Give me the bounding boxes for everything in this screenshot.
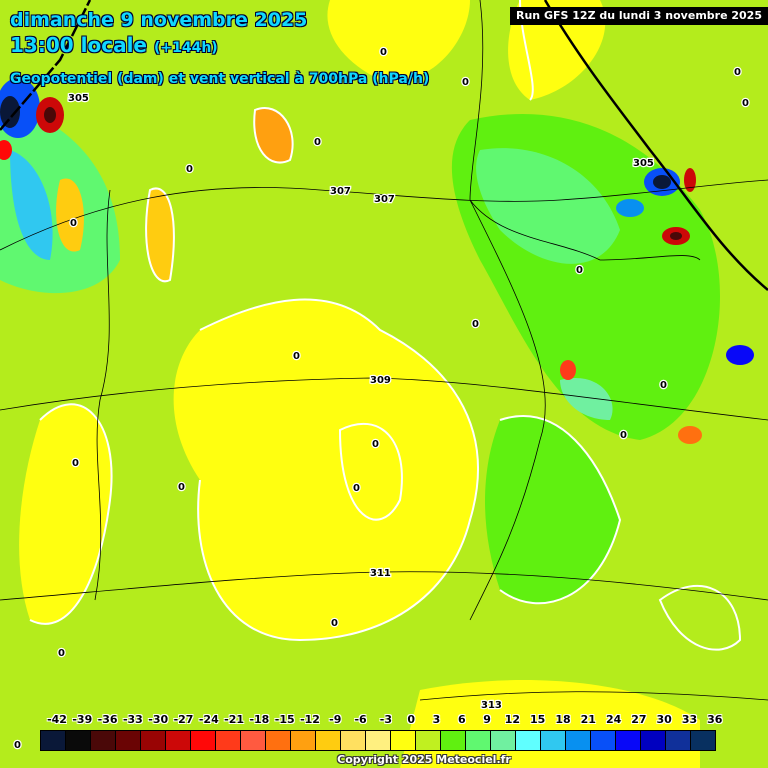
zero-label: 0 <box>472 319 479 330</box>
legend-swatch <box>691 731 715 750</box>
zero-label: 0 <box>462 77 469 88</box>
forecast-date: dimanche 9 novembre 2025 <box>10 9 308 31</box>
legend-swatch <box>391 731 416 750</box>
legend-swatch <box>41 731 66 750</box>
legend-swatch <box>341 731 366 750</box>
zero-label: 0 <box>372 439 379 450</box>
legend-label: 9 <box>483 713 491 726</box>
zero-label: 0 <box>576 265 583 276</box>
legend-label: -36 <box>97 713 118 726</box>
legend-swatch <box>666 731 691 750</box>
contour-label: 305 <box>633 158 654 169</box>
zero-label: 0 <box>331 618 338 629</box>
legend-swatch <box>591 731 616 750</box>
legend-swatch <box>116 731 141 750</box>
legend-label: -30 <box>148 713 169 726</box>
legend-label: 12 <box>504 713 521 726</box>
legend-swatch <box>141 731 166 750</box>
zero-label: 0 <box>186 164 193 175</box>
legend-label: 33 <box>681 713 698 726</box>
zero-label: 0 <box>620 430 627 441</box>
legend-swatch <box>266 731 291 750</box>
geopotential-contours <box>0 0 768 701</box>
zero-label: 0 <box>353 483 360 494</box>
legend-label: 15 <box>530 713 546 726</box>
zero-label: 0 <box>742 98 749 109</box>
legend-swatch <box>491 731 516 750</box>
legend-swatch <box>466 731 491 750</box>
legend-label: -21 <box>224 713 245 726</box>
legend-swatch <box>216 731 241 750</box>
legend-label: 36 <box>707 713 723 726</box>
zero-label: 0 <box>72 458 79 469</box>
legend-label: 27 <box>631 713 647 726</box>
color-legend <box>40 730 716 751</box>
contour-label: 307 <box>374 194 395 205</box>
legend-swatch <box>516 731 541 750</box>
legend-swatch <box>166 731 191 750</box>
legend-label: 3 <box>432 713 441 726</box>
legend-label: -33 <box>122 713 143 726</box>
legend-label: 24 <box>605 713 622 726</box>
legend-label: -24 <box>198 713 219 726</box>
legend-label: -42 <box>47 713 67 726</box>
zero-label: 0 <box>293 351 300 362</box>
legend-swatch <box>441 731 466 750</box>
legend-label: -6 <box>354 713 367 726</box>
contour-label: 309 <box>370 375 391 386</box>
contour-label: 313 <box>481 700 502 711</box>
vertical-velocity-contours <box>29 0 742 651</box>
legend-label: -15 <box>274 713 295 726</box>
copyright: Copyright 2025 Meteociel.fr <box>337 753 511 766</box>
zero-label: 0 <box>178 482 185 493</box>
legend-swatch <box>241 731 266 750</box>
legend-label: -9 <box>329 713 342 726</box>
parameter-title: Geopotentiel (dam) et vent vertical à 70… <box>10 71 430 87</box>
contour-label: 305 <box>68 93 89 104</box>
zero-label: 0 <box>14 740 21 751</box>
zero-label: 0 <box>380 47 387 58</box>
legend-swatch <box>541 731 566 750</box>
zero-label: 0 <box>660 380 667 391</box>
legend-swatch <box>641 731 666 750</box>
legend-label: 6 <box>457 713 466 726</box>
legend-swatch <box>191 731 216 750</box>
legend-label: -27 <box>173 713 194 726</box>
legend-label: -12 <box>300 713 320 726</box>
legend-swatch <box>291 731 316 750</box>
contour-label: 311 <box>370 568 391 579</box>
legend-swatch <box>366 731 391 750</box>
legend-label: 0 <box>407 713 416 726</box>
model-run-label: Run GFS 12Z du lundi 3 novembre 2025 <box>510 7 768 25</box>
legend-label: -3 <box>379 713 393 726</box>
zero-label: 0 <box>734 67 741 78</box>
zero-label: 0 <box>70 218 77 229</box>
legend-label: -39 <box>72 713 93 726</box>
legend-label: 21 <box>580 713 596 726</box>
legend-swatch <box>91 731 116 750</box>
legend-swatch <box>616 731 641 750</box>
legend-label: 18 <box>555 713 571 726</box>
legend-swatch <box>316 731 341 750</box>
legend-swatch <box>66 731 91 750</box>
zero-label: 0 <box>314 137 321 148</box>
legend-swatch <box>566 731 591 750</box>
lead-time: (+144h) <box>153 40 218 56</box>
contour-labels: 305 305 307 307 309 311 313 0 0 0 0 0 0 … <box>13 46 751 753</box>
zero-label: 0 <box>58 648 65 659</box>
legend-label: 30 <box>656 713 672 726</box>
forecast-time: 13:00 locale (+144h) <box>10 33 218 57</box>
legend-swatch <box>416 731 441 750</box>
legend-label: -18 <box>249 713 270 726</box>
local-time: 13:00 locale <box>10 33 147 57</box>
contour-label: 307 <box>330 186 351 197</box>
